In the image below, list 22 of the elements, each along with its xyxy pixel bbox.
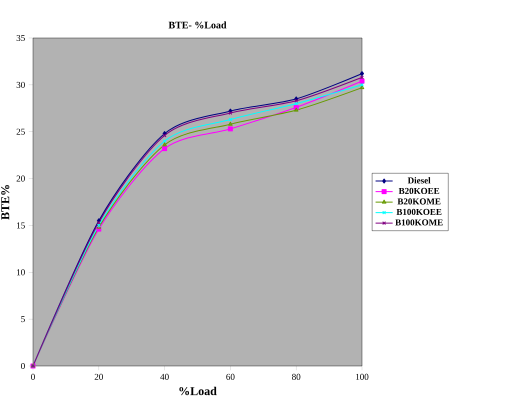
y-tick-label: 20 [16, 176, 25, 182]
y-tick-label: 35 [16, 34, 25, 42]
legend-label: B100KOEE [396, 208, 442, 215]
legend-label: B100KOME [395, 219, 443, 226]
x-tick-label: 0 [31, 374, 35, 380]
x-tick-label: 100 [356, 374, 368, 380]
y-axis-title: BTE% [1, 185, 10, 220]
y-tick-label: 10 [16, 269, 25, 276]
legend-label: B20KOME [398, 198, 440, 204]
y-tick-label: 15 [16, 222, 25, 228]
y-tick-label: 25 [16, 128, 25, 135]
x-tick-label: 20 [94, 374, 103, 380]
x-tick-label: 80 [292, 374, 300, 380]
chart-title: BTE- %Load [168, 21, 226, 28]
y-tick-label: 30 [16, 82, 25, 88]
y-tick-label: 5 [21, 316, 25, 322]
x-tick-label: 40 [160, 374, 169, 380]
x-axis-title: %Load [179, 386, 217, 396]
legend-label: Diesel [408, 177, 430, 184]
x-tick-label: 60 [226, 374, 235, 380]
y-tick-label: 0 [21, 362, 25, 370]
legend-label: B20KOEE [398, 188, 440, 194]
